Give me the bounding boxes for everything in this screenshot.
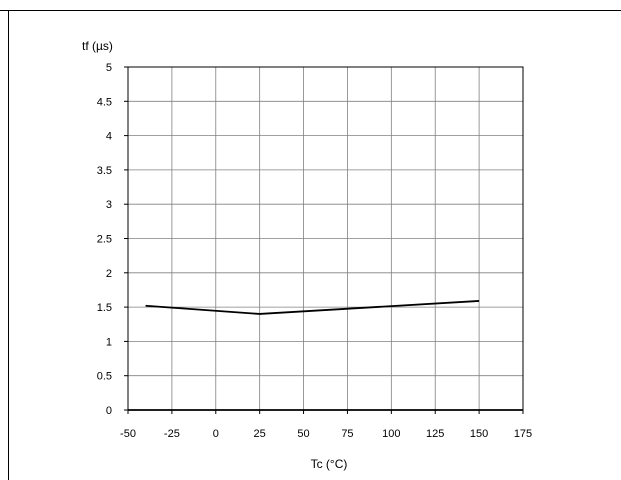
y-tick-label: 3.5 [97,165,112,177]
y-tick-label: 1 [106,336,112,348]
x-tick-label: 25 [254,428,266,440]
top-rule [0,10,621,11]
x-tick-label: -50 [120,428,136,440]
y-tick-label: 3 [106,199,112,211]
left-rule [8,10,9,480]
x-axis-label: Tc (°C) [311,457,348,471]
y-tick-label: 1.5 [97,302,112,314]
x-tick-label: 175 [514,428,532,440]
grid [128,67,523,410]
x-tick-label: 125 [426,428,444,440]
x-tick-label: 0 [213,428,219,440]
y-tick-label: 0 [106,405,112,417]
y-tick-label: 2 [106,268,112,280]
y-tick-label: 5 [106,62,112,74]
y-tick-label: 4.5 [97,96,112,108]
y-axis-label: tf (µs) [82,39,113,53]
tick-labels: 0 0.5 1 1.5 2 2.5 3 3.5 4 4.5 5 -50 -25 0 25 50 75 100 125… [97,62,532,440]
x-tick-label: 50 [297,428,309,440]
series [145,300,480,315]
x-tick-label: 150 [470,428,488,440]
x-tick-label: 75 [341,428,353,440]
y-tick-label: 2.5 [97,234,112,246]
x-tick-label: -25 [164,428,180,440]
x-tick-label: 100 [382,428,400,440]
y-tick-label: 0.5 [97,371,112,383]
axes [124,66,524,414]
y-tick-label: 4 [106,131,112,143]
